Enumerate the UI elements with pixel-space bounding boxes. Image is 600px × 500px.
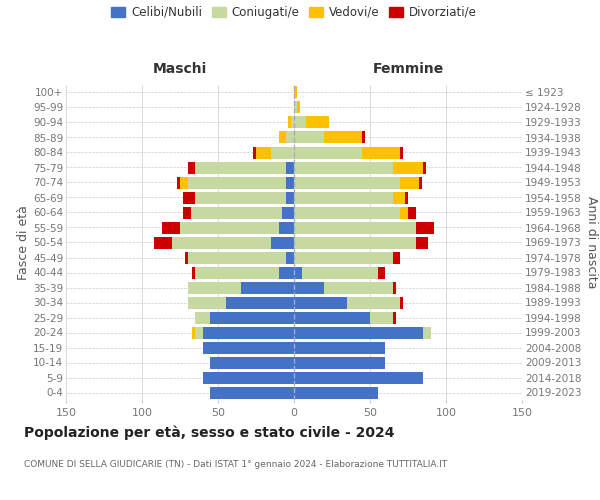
Bar — [188, 176, 286, 188]
Bar — [203, 326, 294, 338]
Bar — [294, 342, 385, 353]
Bar — [294, 146, 362, 158]
Bar — [393, 312, 396, 324]
Bar — [195, 326, 203, 338]
Bar — [405, 192, 408, 203]
Bar — [393, 252, 400, 264]
Bar — [192, 326, 195, 338]
Bar — [188, 252, 286, 264]
Bar — [279, 222, 294, 234]
Bar — [294, 116, 306, 128]
Bar — [183, 192, 195, 203]
Bar — [294, 312, 370, 324]
Text: COMUNE DI SELLA GIUDICARIE (TN) - Dati ISTAT 1° gennaio 2024 - Elaborazione TUTT: COMUNE DI SELLA GIUDICARIE (TN) - Dati I… — [24, 460, 447, 469]
Bar — [191, 206, 282, 218]
Bar — [282, 206, 294, 218]
Bar — [211, 386, 294, 398]
Bar — [294, 192, 393, 203]
Bar — [271, 146, 294, 158]
Bar — [188, 282, 241, 294]
Bar — [302, 266, 377, 278]
Bar — [195, 192, 286, 203]
Text: Femmine: Femmine — [373, 62, 443, 76]
Bar — [393, 282, 396, 294]
Bar — [294, 222, 416, 234]
Bar — [423, 162, 426, 173]
Bar — [226, 296, 294, 308]
Bar — [279, 266, 294, 278]
Bar — [294, 326, 423, 338]
Bar — [400, 296, 403, 308]
Bar — [294, 162, 393, 173]
Bar — [297, 102, 300, 114]
Y-axis label: Anni di nascita: Anni di nascita — [585, 196, 598, 289]
Bar — [400, 206, 408, 218]
Bar — [294, 266, 302, 278]
Bar — [211, 356, 294, 368]
Bar — [288, 116, 291, 128]
Bar — [203, 372, 294, 384]
Bar — [416, 236, 428, 248]
Text: Maschi: Maschi — [153, 62, 207, 76]
Bar — [400, 176, 419, 188]
Bar — [154, 236, 172, 248]
Bar — [180, 222, 279, 234]
Bar — [211, 312, 294, 324]
Bar — [256, 146, 271, 158]
Bar — [185, 252, 188, 264]
Legend: Celibi/Nubili, Coniugati/e, Vedovi/e, Divorziati/e: Celibi/Nubili, Coniugati/e, Vedovi/e, Di… — [111, 6, 477, 19]
Bar — [362, 146, 400, 158]
Bar — [362, 132, 365, 143]
Bar — [294, 296, 347, 308]
Bar — [294, 372, 423, 384]
Bar — [195, 162, 286, 173]
Bar — [180, 176, 188, 188]
Bar — [291, 116, 294, 128]
Bar — [423, 326, 431, 338]
Bar — [416, 222, 434, 234]
Bar — [294, 86, 297, 99]
Bar — [195, 312, 211, 324]
Bar — [325, 282, 393, 294]
Bar — [172, 236, 271, 248]
Bar — [294, 102, 297, 114]
Bar — [419, 176, 422, 188]
Bar — [253, 146, 256, 158]
Bar — [347, 296, 400, 308]
Bar — [279, 132, 286, 143]
Bar — [408, 206, 416, 218]
Bar — [286, 252, 294, 264]
Bar — [400, 146, 403, 158]
Bar — [203, 342, 294, 353]
Bar — [393, 162, 423, 173]
Bar — [241, 282, 294, 294]
Bar — [377, 266, 385, 278]
Bar — [294, 236, 416, 248]
Bar — [294, 252, 393, 264]
Bar — [177, 176, 180, 188]
Bar — [294, 386, 377, 398]
Bar — [294, 282, 325, 294]
Y-axis label: Fasce di età: Fasce di età — [17, 205, 30, 280]
Bar — [192, 266, 195, 278]
Bar — [294, 356, 385, 368]
Bar — [162, 222, 180, 234]
Bar — [188, 296, 226, 308]
Bar — [306, 116, 329, 128]
Bar — [286, 132, 294, 143]
Bar — [188, 162, 195, 173]
Bar — [294, 176, 400, 188]
Bar — [325, 132, 362, 143]
Bar — [286, 192, 294, 203]
Bar — [393, 192, 405, 203]
Bar — [294, 206, 400, 218]
Bar — [183, 206, 191, 218]
Bar — [294, 132, 325, 143]
Bar — [271, 236, 294, 248]
Bar — [195, 266, 279, 278]
Bar — [286, 162, 294, 173]
Bar — [286, 176, 294, 188]
Text: Popolazione per età, sesso e stato civile - 2024: Popolazione per età, sesso e stato civil… — [24, 425, 395, 440]
Bar — [370, 312, 393, 324]
